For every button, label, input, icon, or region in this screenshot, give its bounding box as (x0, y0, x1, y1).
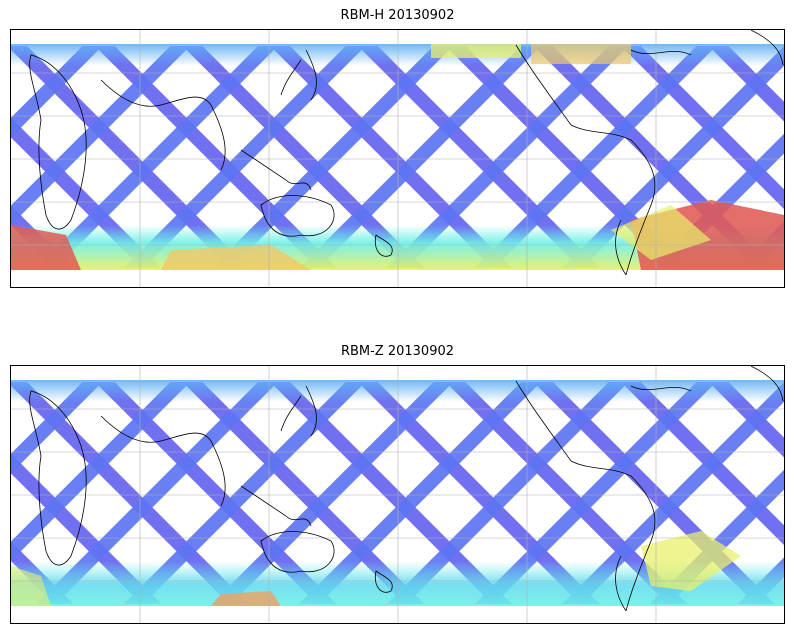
north-anomaly-warm (431, 44, 521, 58)
coastlines (29, 366, 784, 612)
south-anomaly-west (11, 225, 81, 270)
south-anomaly-indian (161, 245, 311, 270)
south-anomaly-atlantic (641, 531, 741, 591)
south-anomaly-indian (211, 591, 281, 606)
map-canvas-rbm-z (11, 366, 784, 623)
north-high-latitude-band (11, 44, 784, 66)
graticule (11, 30, 784, 287)
north-high-latitude-band (11, 380, 784, 402)
north-anomaly-warm-2 (531, 44, 631, 64)
coastlines (29, 30, 784, 276)
graticule (11, 366, 784, 623)
map-canvas-rbm-h (11, 30, 784, 287)
map-panel-rbm-z (10, 365, 785, 624)
map-panel-rbm-h (10, 29, 785, 288)
panel-title-rbm-h: RBM-H 20130902 (340, 8, 455, 23)
south-anomaly-west (11, 566, 51, 606)
panel-title-rbm-z: RBM-Z 20130902 (340, 344, 455, 359)
south-anomaly-atlantic-edge (611, 205, 711, 260)
